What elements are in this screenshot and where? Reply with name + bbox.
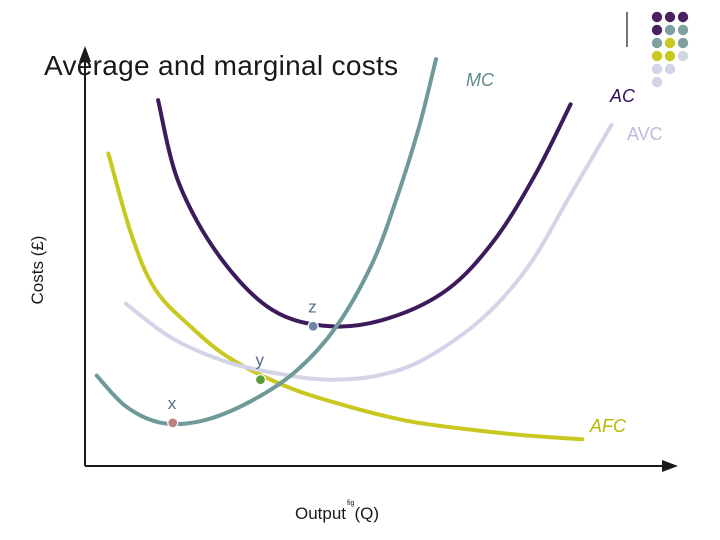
decor-dot [664, 50, 676, 62]
decor-dot [651, 24, 663, 36]
decor-dot [651, 76, 663, 88]
point-z-label: z [308, 297, 317, 316]
mc-label: MC [466, 70, 495, 90]
avc-label: AVC [627, 124, 663, 144]
afc-label: AFC [589, 416, 627, 436]
decor-dot [651, 37, 663, 49]
point-y-label: y [256, 351, 265, 370]
point-z-marker [307, 320, 319, 332]
point-x-marker [167, 417, 179, 429]
point-y-marker [254, 374, 267, 386]
x-axis-label-suffix: (Q) [354, 504, 379, 523]
decor-dot [664, 24, 676, 36]
y-axis-label: Costs (£) [28, 235, 47, 305]
decor-dot [664, 63, 676, 75]
decor-dots [651, 11, 689, 88]
decor-dot [677, 11, 689, 23]
x-axis-label-prefix: Output [295, 504, 347, 523]
afc-curve [106, 151, 585, 442]
decor-dot [664, 37, 676, 49]
point-x-label: x [168, 394, 177, 413]
decor-dot [651, 63, 663, 75]
decor-dot [677, 37, 689, 49]
decor-dot [651, 11, 663, 23]
decor-dot [664, 11, 676, 23]
x-axis-label: Outputfig(Q) [295, 500, 379, 524]
chart-title: Average and marginal costs [44, 50, 399, 81]
decor-dot [651, 50, 663, 62]
decor-dot [677, 24, 689, 36]
ac-label: AC [609, 86, 636, 106]
decor-dot [677, 50, 689, 62]
mc-curve [94, 57, 438, 427]
avc-curve [123, 122, 614, 382]
ac-curve [156, 98, 573, 329]
x-axis-label-superscript: fig [347, 500, 355, 507]
